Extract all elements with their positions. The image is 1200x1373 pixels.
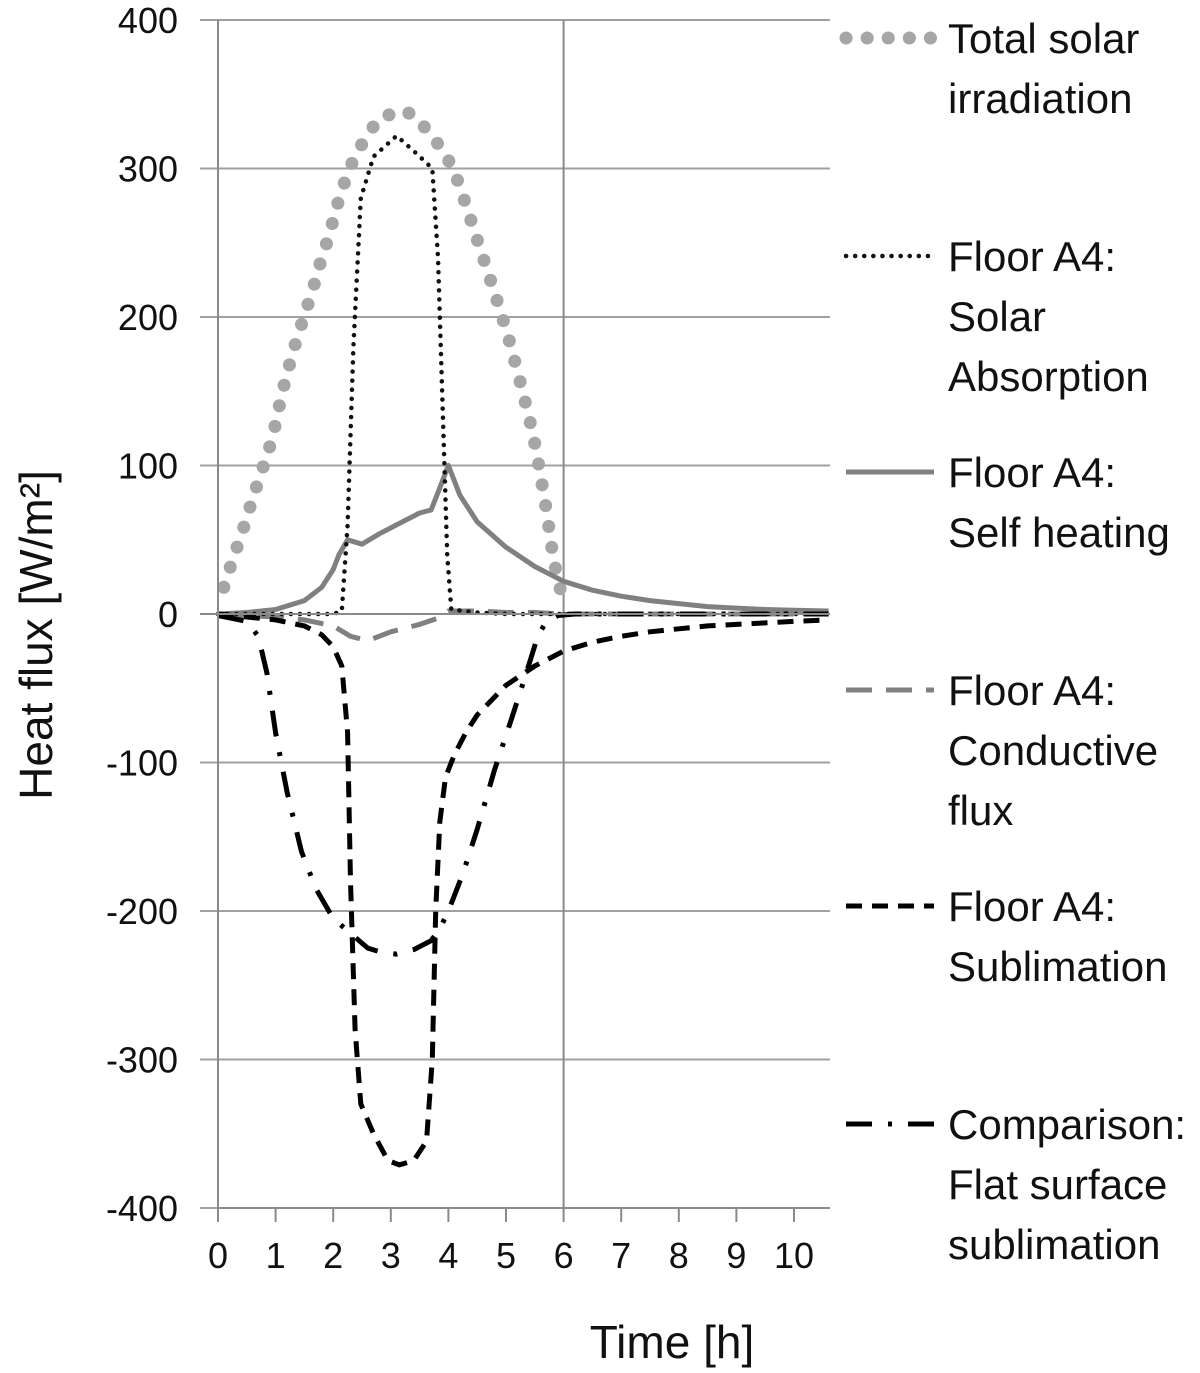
y-tick-label: -200 (106, 891, 178, 932)
legend-entry-4: Floor A4: Conductive flux (948, 667, 1158, 834)
legend-line: Sublimation (948, 943, 1167, 990)
y-tick-label: -400 (106, 1188, 178, 1229)
series-layer (215, 104, 831, 1168)
legend-entry-3: Floor A4: Self heating (948, 449, 1170, 556)
x-tick-label: 9 (726, 1235, 746, 1276)
x-axis-title: Time [h] (590, 1316, 754, 1368)
axes (200, 20, 830, 1222)
series-line-5 (217, 611, 829, 1168)
series-line-1 (217, 104, 572, 614)
x-tick-label: 7 (611, 1235, 631, 1276)
legend-line: Comparison: (948, 1101, 1186, 1148)
x-tick-label: 6 (554, 1235, 574, 1276)
legend-line: Total solar (948, 15, 1139, 62)
legend-entry-2: Floor A4: Solar Absorption (948, 233, 1149, 400)
y-tick-label: 200 (118, 297, 178, 338)
series-line-3 (217, 463, 829, 617)
legend-line: sublimation (948, 1221, 1160, 1268)
legend-line: Floor A4: (948, 667, 1116, 714)
x-tick-label: 10 (774, 1235, 814, 1276)
x-tick-label: 8 (669, 1235, 689, 1276)
x-tick-label: 5 (496, 1235, 516, 1276)
series-line-6 (217, 611, 829, 957)
y-tick-label: 300 (118, 149, 178, 190)
legend-entry-5: Floor A4: Sublimation (948, 883, 1167, 990)
legend-line: Floor A4: (948, 883, 1116, 930)
legend-line: Conductive (948, 727, 1158, 774)
x-tick-label: 2 (323, 1235, 343, 1276)
y-axis-title: Heat flux [W/m²] (10, 470, 62, 800)
legend-line: Flat surface (948, 1161, 1167, 1208)
legend-line: Absorption (948, 353, 1149, 400)
x-tick-label: 4 (438, 1235, 458, 1276)
legend: Total solar irradiation Floor A4: Solar Abso… (839, 15, 1186, 1268)
legend-entry-1: Total solar irradiation (948, 15, 1139, 122)
legend-line: Self heating (948, 509, 1170, 556)
series-line-2 (215, 133, 831, 617)
legend-line: Floor A4: (948, 233, 1116, 280)
y-tick-label: -300 (106, 1040, 178, 1081)
legend-line: Floor A4: (948, 449, 1116, 496)
x-tick-label: 0 (208, 1235, 228, 1276)
legend-entry-6: Comparison: Flat surface sublimation (948, 1101, 1186, 1268)
legend-line: irradiation (948, 75, 1132, 122)
legend-line: flux (948, 787, 1013, 834)
y-tick-label: 100 (118, 446, 178, 487)
y-tick-label: 0 (158, 594, 178, 635)
x-tick-label: 3 (381, 1235, 401, 1276)
legend-line: Solar (948, 293, 1046, 340)
x-tick-label: 1 (266, 1235, 286, 1276)
y-tick-label: -100 (106, 743, 178, 784)
y-tick-label: 400 (118, 0, 178, 41)
